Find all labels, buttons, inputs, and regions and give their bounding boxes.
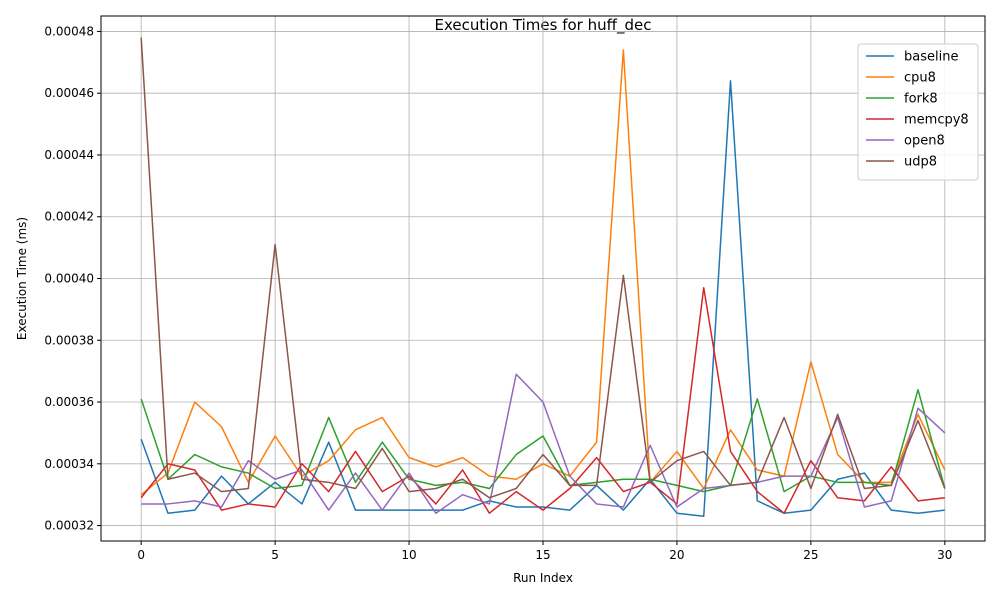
y-tick-label: 0.00034 bbox=[44, 457, 94, 471]
x-tick-label: 25 bbox=[803, 548, 818, 562]
y-tick-label: 0.00036 bbox=[44, 395, 94, 409]
x-tick-label: 15 bbox=[535, 548, 550, 562]
y-axis-label: Execution Time (ms) bbox=[15, 217, 29, 340]
legend-label-fork8: fork8 bbox=[904, 92, 938, 107]
legend: baseline cpu8 fork8 memcpy8 open8 udp8 bbox=[857, 43, 979, 181]
y-tick-label: 0.00040 bbox=[44, 272, 94, 286]
y-tick-label: 0.00048 bbox=[44, 24, 94, 38]
series-line-udp8 bbox=[140, 37, 946, 499]
axis-ticks: 0 5 10 15 20 25 30 0.00032 0.00034 0.00036 0.00038… bbox=[44, 24, 952, 562]
y-tick-label: 0.00042 bbox=[44, 210, 94, 224]
grid-lines bbox=[101, 16, 985, 541]
legend-label-udp8: udp8 bbox=[904, 155, 937, 170]
plot-frame bbox=[100, 15, 986, 542]
series-line-open8 bbox=[141, 373, 946, 514]
legend-label-memcpy8: memcpy8 bbox=[904, 113, 969, 128]
legend-box bbox=[857, 43, 979, 181]
x-axis-label: Run Index bbox=[513, 571, 573, 585]
series-line-memcpy8 bbox=[140, 287, 945, 514]
x-tick-label: 20 bbox=[669, 548, 684, 562]
series-line-baseline bbox=[140, 80, 945, 518]
legend-label-baseline: baseline bbox=[904, 50, 958, 65]
x-tick-label: 10 bbox=[401, 548, 416, 562]
legend-label-open8: open8 bbox=[904, 134, 945, 149]
y-tick-label: 0.00046 bbox=[44, 86, 94, 100]
x-tick-label: 5 bbox=[271, 548, 279, 562]
y-tick-label: 0.00044 bbox=[44, 148, 94, 162]
x-tick-label: 0 bbox=[137, 548, 145, 562]
series-line-cpu8 bbox=[140, 49, 946, 496]
legend-label-cpu8: cpu8 bbox=[904, 71, 936, 86]
y-tick-label: 0.00038 bbox=[44, 333, 94, 347]
y-tick-label: 0.00032 bbox=[44, 519, 94, 533]
series-lines bbox=[140, 37, 946, 518]
x-tick-label: 30 bbox=[937, 548, 952, 562]
